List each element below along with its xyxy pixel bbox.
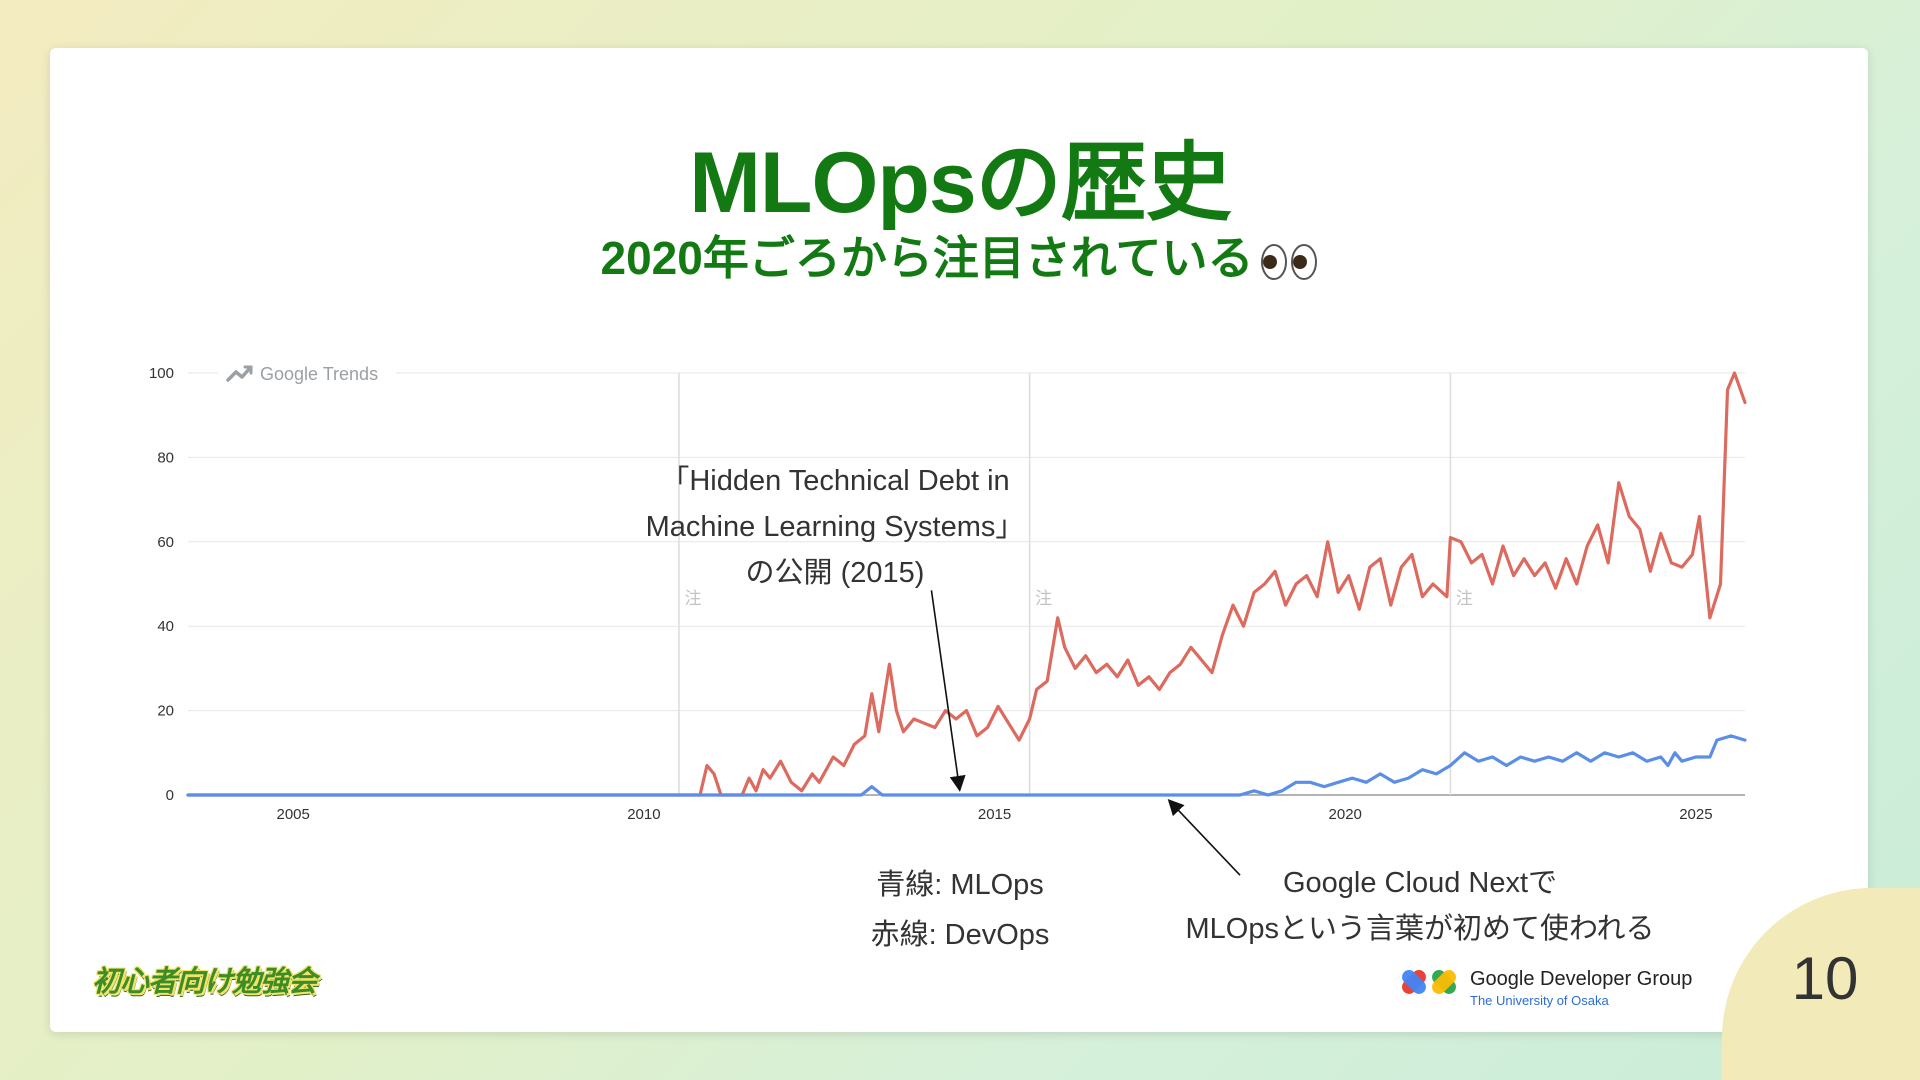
- slide-card: [50, 48, 1868, 1032]
- legend-line-devops: 赤線: DevOps: [870, 919, 1050, 951]
- series-line-mlops: [186, 734, 1747, 797]
- slide-title: MLOpsの歴史: [689, 135, 1231, 231]
- note-marker: 注: [684, 589, 701, 609]
- paper-line-3: の公開 (2015): [745, 557, 925, 589]
- gcn-line-2: MLOpsという言葉が初めて使われる: [1185, 913, 1655, 945]
- x-tick-label: 2010: [627, 806, 660, 823]
- legend-line-mlops: 青線: MLOps: [876, 869, 1044, 901]
- gcn-annotation: Google Cloud Nextで MLOpsという言葉が初めて使われる: [1140, 860, 1700, 952]
- y-tick-label: 0: [166, 787, 174, 804]
- callout-arrow-paper: [930, 590, 966, 792]
- legend-annotation: 青線: MLOps 赤線: DevOps: [840, 860, 1080, 960]
- page-number: 10: [1791, 945, 1859, 1012]
- study-group-logo: 初心者向け勉強会: [92, 966, 317, 998]
- eyes-icon: [1261, 243, 1318, 280]
- trend-arrowhead-icon: [243, 365, 253, 375]
- y-tick-label: 20: [157, 703, 174, 720]
- paper-annotation: 「Hidden Technical Debt in Machine Learni…: [600, 458, 1070, 596]
- x-tick-label: 2020: [1329, 806, 1362, 823]
- gdg-name: Google Developer Group: [1470, 968, 1693, 990]
- callout-arrow-gcn: [1167, 799, 1241, 876]
- gcn-line-1: Google Cloud Nextで: [1282, 867, 1558, 899]
- series-line-devops: [186, 371, 1747, 797]
- gdg-university: The University of Osaka: [1470, 993, 1609, 1008]
- gdg-logo-icon: [1402, 970, 1456, 994]
- paper-line-2: Machine Learning Systems」: [645, 511, 1025, 543]
- y-tick-label: 60: [157, 534, 174, 551]
- slide-subtitle: 2020年ごろから注目されている: [0, 222, 1920, 288]
- y-tick-label: 100: [149, 365, 174, 382]
- source-label: Google Trends: [260, 364, 378, 384]
- x-tick-label: 2005: [277, 806, 310, 823]
- x-tick-label: 2025: [1679, 806, 1712, 823]
- paper-line-1: 「Hidden Technical Debt in: [660, 465, 1010, 497]
- trend-arrow-icon: [226, 366, 252, 382]
- x-tick-label: 2015: [978, 806, 1011, 823]
- note-marker: 注: [1035, 589, 1052, 609]
- subtitle-text: 2020年ごろから注目されている: [600, 232, 1254, 284]
- note-marker: 注: [1456, 589, 1473, 609]
- y-tick-label: 80: [157, 449, 174, 466]
- y-tick-label: 40: [157, 618, 174, 635]
